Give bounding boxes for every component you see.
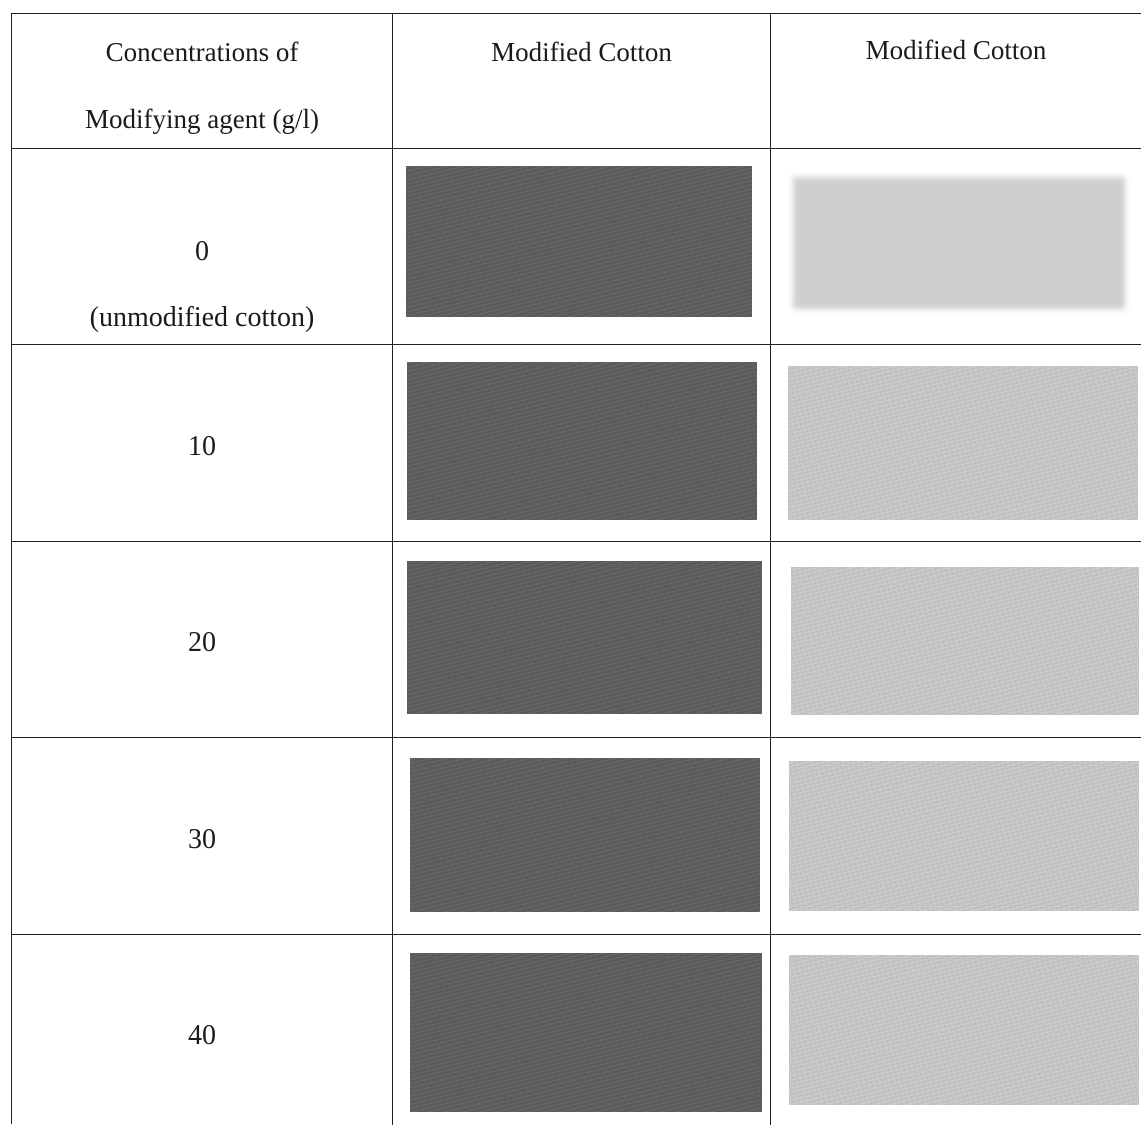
light-fabric-swatch	[789, 761, 1139, 911]
table-row: 30	[12, 738, 1141, 935]
header-modified-cotton-2: Modified Cotton	[865, 35, 1047, 65]
header-cell-modified-cotton-2: Modified Cotton	[771, 14, 1141, 148]
dark-fabric-swatch	[407, 362, 757, 520]
concentration-value: 40	[188, 1020, 216, 1051]
table-row: 40	[12, 935, 1141, 1125]
dark-fabric-swatch	[410, 758, 760, 912]
concentration-cell: 10	[12, 345, 393, 541]
light-fabric-swatch	[793, 177, 1125, 309]
light-fabric-swatch	[791, 567, 1139, 715]
light-swatch-cell	[771, 542, 1141, 737]
header-concentration-line1: Concentrations of	[105, 37, 299, 67]
dark-swatch-cell	[393, 345, 771, 541]
light-fabric-swatch	[789, 955, 1139, 1105]
concentration-value: 30	[188, 824, 216, 855]
table-row: 10	[12, 345, 1141, 542]
light-swatch-cell	[771, 149, 1141, 344]
concentration-cell: 40	[12, 935, 393, 1125]
dark-swatch-cell	[393, 738, 771, 934]
light-swatch-cell	[771, 935, 1141, 1125]
header-cell-modified-cotton-1: Modified Cotton	[393, 14, 771, 148]
concentration-note: (unmodified cotton)	[89, 302, 315, 333]
concentration-value: 0	[195, 236, 209, 267]
table-header-row: Concentrations of Modifying agent (g/l) …	[12, 14, 1141, 149]
concentration-value: 20	[188, 627, 216, 658]
concentration-cell: 30	[12, 738, 393, 934]
concentration-cell: 20	[12, 542, 393, 737]
header-cell-concentration: Concentrations of Modifying agent (g/l)	[12, 14, 393, 148]
dark-swatch-cell	[393, 542, 771, 737]
header-concentration-line2: Modifying agent (g/l)	[85, 104, 319, 134]
dark-fabric-swatch	[410, 953, 762, 1112]
light-fabric-swatch	[788, 366, 1138, 520]
dark-fabric-swatch	[406, 166, 752, 317]
header-modified-cotton-1: Modified Cotton	[491, 37, 672, 67]
concentration-value: 10	[188, 431, 216, 462]
light-swatch-cell	[771, 345, 1141, 541]
dark-fabric-swatch	[407, 561, 762, 714]
concentration-cell: 0 (unmodified cotton)	[12, 149, 393, 344]
table-row: 0 (unmodified cotton)	[12, 149, 1141, 345]
dark-swatch-cell	[393, 149, 771, 344]
light-swatch-cell	[771, 738, 1141, 934]
dark-swatch-cell	[393, 935, 771, 1125]
table-row: 20	[12, 542, 1141, 738]
results-table: Concentrations of Modifying agent (g/l) …	[11, 13, 1141, 1125]
